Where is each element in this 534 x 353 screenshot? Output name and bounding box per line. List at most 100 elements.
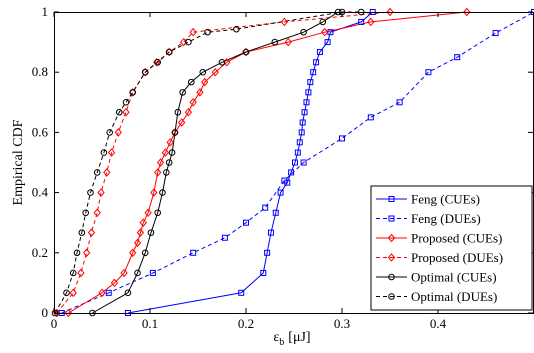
data-point xyxy=(165,159,173,166)
data-point xyxy=(272,209,279,216)
data-point xyxy=(260,269,267,276)
series-markers xyxy=(51,7,534,318)
data-point xyxy=(264,249,271,256)
data-point xyxy=(82,248,91,258)
data-point xyxy=(171,129,179,136)
data-point xyxy=(284,37,292,47)
series-markers-feng-cues xyxy=(124,9,376,316)
series-line-proposed-dues xyxy=(56,11,391,314)
x-tick-label: 0.3 xyxy=(334,316,350,331)
data-point xyxy=(299,119,306,126)
legend-label: Feng (CUEs) xyxy=(411,192,480,207)
data-point xyxy=(64,308,73,318)
data-point xyxy=(141,68,149,76)
data-point xyxy=(300,28,307,36)
data-point xyxy=(105,289,112,296)
x-tick-label: 0.2 xyxy=(238,316,254,331)
data-point xyxy=(291,159,298,166)
data-point xyxy=(82,209,89,217)
data-point xyxy=(141,67,149,77)
data-point xyxy=(87,189,94,196)
series-markers-proposed-cues xyxy=(64,7,471,318)
data-point xyxy=(242,48,250,56)
data-point xyxy=(107,148,116,157)
x-axis-label: εb [μJ] xyxy=(273,330,310,348)
data-point xyxy=(201,77,209,87)
data-point xyxy=(189,98,197,107)
data-point xyxy=(168,149,176,156)
data-point xyxy=(190,249,197,256)
data-point xyxy=(120,268,128,278)
y-tick-label: 0.6 xyxy=(32,124,49,139)
data-point xyxy=(141,249,149,257)
data-point xyxy=(69,288,77,298)
data-point xyxy=(196,88,204,97)
data-point xyxy=(238,289,245,296)
series-line-optimal-cues xyxy=(92,11,339,314)
legend-entry-feng-cues: Feng (CUEs) xyxy=(376,192,480,207)
data-point xyxy=(154,58,161,66)
data-point xyxy=(139,218,147,227)
data-point xyxy=(367,17,375,27)
data-point xyxy=(150,188,158,197)
data-point xyxy=(310,69,317,76)
data-point xyxy=(358,18,365,25)
legend-label: Optimal (DUEs) xyxy=(411,289,497,304)
series-line-proposed-cues xyxy=(68,11,467,314)
x-axis-symbol: ε xyxy=(273,330,279,345)
data-point xyxy=(262,204,269,211)
data-point xyxy=(103,168,111,177)
data-point xyxy=(187,78,195,86)
legend: Feng (CUEs) Feng (DUEs) Proposed (CUEs) Pro… xyxy=(370,185,533,311)
data-point xyxy=(280,17,289,27)
data-point xyxy=(396,99,403,106)
data-point xyxy=(144,208,152,218)
data-point xyxy=(149,269,156,276)
data-point xyxy=(134,269,141,277)
series-markers-proposed-dues xyxy=(53,7,394,318)
series-lines xyxy=(54,11,534,314)
data-point xyxy=(242,47,250,57)
data-point xyxy=(313,59,320,66)
data-point xyxy=(163,169,170,176)
data-point xyxy=(211,67,219,77)
data-point xyxy=(298,129,305,136)
data-point xyxy=(69,269,77,277)
data-point xyxy=(492,30,499,37)
axis-tick-labels: 0 0.1 0.2 0.3 0.4 0 0.2 0.4 0.6 0.8 1 xyxy=(32,4,447,331)
data-point xyxy=(115,108,123,116)
legend-entry-optimal-dues: Optimal (DUEs) xyxy=(376,289,497,304)
y-axis-label: Empirical CDF xyxy=(11,119,26,205)
data-point xyxy=(425,69,432,76)
x-axis-unit: [μJ] xyxy=(288,330,310,345)
data-point xyxy=(93,208,101,218)
data-point xyxy=(178,118,186,127)
data-point xyxy=(288,169,295,176)
legend-label: Proposed (CUEs) xyxy=(411,231,502,246)
data-point xyxy=(133,238,142,248)
data-point xyxy=(114,128,122,137)
y-tick-label: 0.4 xyxy=(32,185,49,200)
data-point xyxy=(129,89,137,96)
legend-marker xyxy=(388,196,395,202)
legend-marker xyxy=(388,293,395,300)
data-point xyxy=(154,168,162,177)
data-point xyxy=(218,58,226,66)
legend-entry-proposed-cues: Proposed (CUEs) xyxy=(376,231,502,246)
data-point xyxy=(243,219,249,226)
data-point xyxy=(136,228,145,237)
data-point xyxy=(73,249,81,257)
x-tick-label: 0.1 xyxy=(142,316,158,331)
x-axis-subscript: b xyxy=(279,337,284,348)
legend-entry-proposed-dues: Proposed (DUEs) xyxy=(376,250,503,265)
data-point xyxy=(367,114,374,121)
data-point xyxy=(189,27,197,37)
data-point xyxy=(122,107,130,117)
data-point xyxy=(97,188,105,197)
data-point xyxy=(281,177,288,184)
y-tick-label: 0 xyxy=(42,305,49,320)
data-point xyxy=(184,107,193,117)
data-point xyxy=(233,25,240,33)
data-point xyxy=(165,48,173,56)
